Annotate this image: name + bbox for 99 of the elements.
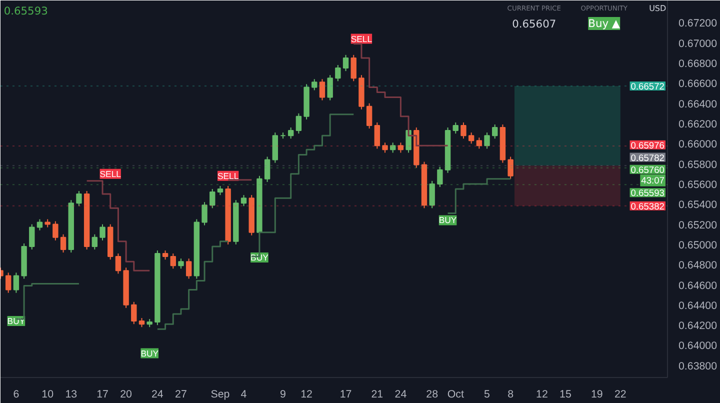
y-tick-label: 0.66000 [678,138,718,151]
candlestick [186,258,192,280]
candlestick [476,137,482,150]
annotation: BUY [250,252,269,263]
x-tick-label: 13 [65,388,78,400]
candlestick [484,132,490,150]
candlestick [350,54,356,82]
x-tick-label: 19 [590,388,603,400]
candlestick [327,74,333,101]
y-tick-label: 0.65600 [678,178,718,191]
candlestick [115,253,122,274]
candlestick [36,218,43,231]
x-tick-label: 6 [13,388,20,400]
ref-line-label: 0.65382 [630,201,665,212]
x-tick-label: 9 [280,388,286,400]
candlestick [429,180,435,209]
y-tick-label: 0.65200 [678,219,718,232]
candlestick [508,156,514,180]
x-tick-label: 24 [152,388,164,400]
candlestick [178,258,184,270]
candlestick [240,194,247,207]
candlestick [210,188,216,209]
y-tick-label: 0.64400 [678,300,718,312]
x-tick-label: 24 [394,388,407,400]
x-tick-label: 28 [426,388,438,400]
annotation: 0.65593 [4,4,48,18]
y-tick-label: 0.66800 [678,58,718,70]
candlestick [76,190,82,207]
x-tick-label: 21 [371,388,384,400]
y-tick-label: 0.65800 [678,158,718,171]
y-tick-label: 0.64200 [678,320,718,332]
ref-line-label: 0.66572 [630,81,665,92]
ref-line-label: 0.65976 [630,140,665,150]
candlestick [390,142,396,154]
x-tick-label: 8 [508,388,514,400]
annotation: BUY [140,348,159,358]
candlestick [335,64,341,82]
candlestick [374,122,380,150]
y-tick-label: 0.65400 [678,199,718,212]
candlestick [162,250,168,260]
x-tick-label: 12 [536,388,548,400]
x-tick-label: Oct [447,388,464,400]
candlestick [170,253,176,270]
y-tick-label: 0.64600 [678,280,718,292]
ref-line-label: 0.65760 43:07 [630,164,665,186]
x-tick-label: 4 [240,388,247,400]
y-tick-label: 0.67000 [678,38,718,50]
annotation: 0.65607 [512,18,556,30]
candlestick [217,185,224,196]
candlestick [460,122,466,140]
x-tick-label: 5 [484,388,490,400]
candlestick [437,166,443,188]
candlestick [468,132,474,144]
ref-line-label: 0.65782 [630,152,665,163]
x-tick-label: 17 [340,388,352,400]
annotation: Buy ▲ [588,17,621,30]
candlestick [13,272,20,294]
candlestick [492,124,498,140]
candlestick [342,54,349,72]
annotation: SELL [217,170,239,181]
candlestick [52,220,58,241]
y-tick-label: 0.66400 [678,98,718,110]
candlestick [366,102,372,130]
y-tick-label: 0.66200 [678,118,718,130]
y-tick-label: 0.63800 [678,360,718,372]
x-tick-label: 10 [42,388,54,400]
candlestick [452,122,458,134]
x-tick-label: 17 [96,388,109,400]
x-tick-label: 15 [560,388,572,400]
y-tick-label: 0.65000 [678,239,718,252]
annotation: SELL [350,34,372,44]
candlestick [60,234,66,254]
candlestick [288,127,294,140]
x-tick-label: 27 [175,388,187,400]
candlestick [382,142,388,154]
x-tick-label: 12 [300,388,313,400]
x-tick-label: 20 [120,388,132,400]
x-tick-label: Sep [210,388,230,400]
annotation: SELL [100,168,122,179]
candlestick [296,112,302,134]
candlestick [100,224,106,241]
candlestick [138,318,145,328]
candlestick [202,202,208,226]
candlestick [398,142,404,154]
y-tick-label: 0.67200 [678,18,718,30]
annotation: BUY [438,215,457,226]
candlestick [29,224,35,250]
y-tick-label: 0.64800 [678,260,718,272]
candlestick [264,156,270,182]
candlestick [92,234,98,250]
candlestick [131,301,137,325]
candlestick [312,78,318,91]
candlestick [5,272,12,294]
x-tick-label: 22 [614,388,626,400]
y-tick-label: 0.64000 [678,340,718,352]
candlestick [319,78,326,101]
y-tick-label: 0.66600 [678,78,718,90]
annotation: USD [649,4,666,13]
legend-label: 0.65593 [630,188,665,198]
